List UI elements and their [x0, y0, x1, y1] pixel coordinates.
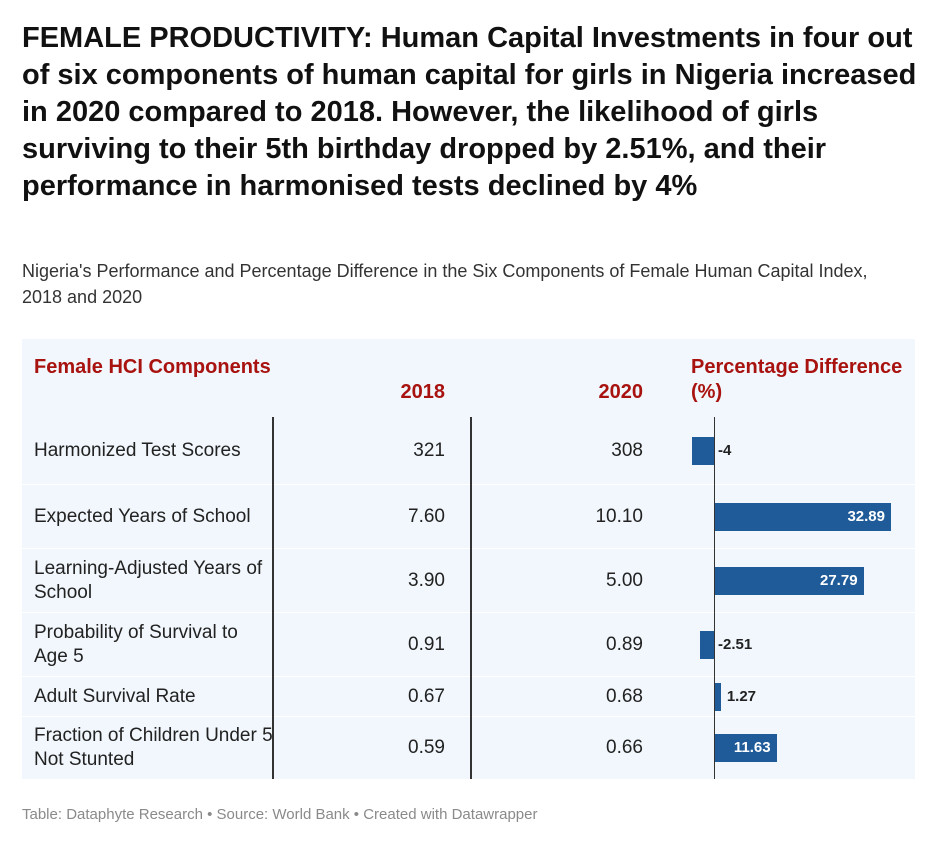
column-header-components: Female HCI Components: [34, 356, 271, 378]
percentage-bar-label: -2.51: [718, 635, 753, 653]
percentage-bar: [714, 734, 777, 762]
component-name: Harmonized Test Scores: [34, 439, 241, 461]
table-row: Fraction of Children Under 5 Not Stunted…: [22, 717, 915, 780]
column-header-2020: 2020: [598, 381, 644, 403]
percentage-bar: [714, 502, 891, 531]
percentage-bar: [692, 436, 714, 465]
column-header-2018: 2018: [400, 381, 446, 403]
percentage-difference-cell: 27.79: [672, 549, 915, 612]
source-footer: Table: Dataphyte Research • Source: Worl…: [22, 806, 538, 823]
percentage-difference-cell: -2.51: [672, 613, 915, 676]
value-2018: 0.59: [408, 737, 445, 758]
value-2020: 0.68: [606, 685, 643, 707]
percentage-difference-cell: -4: [672, 417, 915, 484]
value-2018: 321: [413, 439, 445, 461]
column-header-percentage-difference: Percentage Difference (%): [691, 356, 903, 403]
column-divider: [272, 417, 274, 779]
value-2020: 308: [611, 439, 643, 461]
table-row: Learning-Adjusted Years of School 3.90 5.0…: [22, 549, 915, 613]
chart-title: FEMALE PRODUCTIVITY: Human Capital Inves…: [22, 22, 917, 202]
chart-subtitle: Nigeria's Performance and Percentage Dif…: [22, 261, 868, 307]
percentage-bar: [714, 682, 721, 711]
component-name: Expected Years of School: [34, 505, 251, 527]
value-2020: 10.10: [595, 505, 643, 527]
value-2020: 0.66: [606, 737, 643, 758]
value-2018: 7.60: [408, 505, 445, 527]
table-row: Adult Survival Rate 0.67 0.68 1.27: [22, 677, 915, 717]
table-header: Female HCI Components 2018 2020 Percenta…: [22, 339, 915, 418]
percentage-difference-cell: 11.63: [672, 717, 915, 779]
percentage-difference-cell: 32.89: [672, 485, 915, 548]
hci-table: Female HCI Components 2018 2020 Percenta…: [22, 339, 915, 780]
percentage-bar-label: 32.89: [847, 507, 885, 525]
component-name: Fraction of Children Under 5 Not Stunted: [34, 725, 273, 770]
component-name: Adult Survival Rate: [34, 685, 196, 707]
bar-zero-axis: [714, 417, 715, 779]
percentage-difference-cell: 1.27: [672, 677, 915, 716]
column-divider: [470, 417, 472, 779]
percentage-bar-label: 27.79: [820, 571, 858, 589]
percentage-bar-label: 11.63: [733, 739, 771, 756]
component-name: Learning-Adjusted Years of School: [34, 557, 263, 603]
percentage-bar: [700, 630, 714, 659]
value-2018: 3.90: [408, 569, 445, 591]
percentage-bar: [714, 566, 864, 595]
value-2018: 0.67: [408, 685, 445, 707]
value-2020: 0.89: [606, 633, 643, 655]
component-name: Probability of Survival to Age 5: [34, 621, 238, 667]
value-2020: 5.00: [606, 569, 643, 591]
table-row: Probability of Survival to Age 5 0.91 0.89…: [22, 613, 915, 677]
percentage-bar-label: 1.27: [726, 687, 757, 705]
percentage-bar-label: -4: [718, 441, 732, 459]
table-row: Expected Years of School 7.60 10.10 32.89: [22, 485, 915, 549]
value-2018: 0.91: [408, 633, 445, 655]
table-row: Harmonized Test Scores 321 308 -4: [22, 417, 915, 485]
